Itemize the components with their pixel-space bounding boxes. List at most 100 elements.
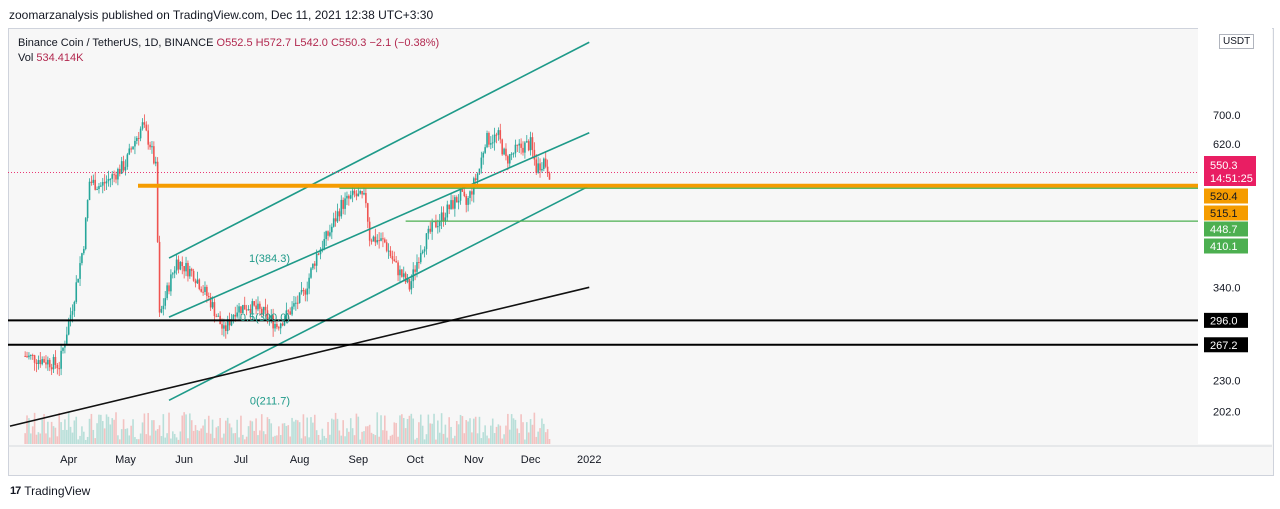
candle-body xyxy=(342,199,344,209)
candle-body xyxy=(427,228,430,234)
volume-bar xyxy=(319,439,322,444)
candle-body xyxy=(308,277,310,289)
chart-frame[interactable] xyxy=(8,28,1274,476)
candle-body xyxy=(312,263,314,269)
candle-body xyxy=(75,282,78,302)
volume-bar xyxy=(73,420,76,444)
candle-body xyxy=(274,323,276,329)
volume-bar xyxy=(240,415,242,444)
candle-body xyxy=(194,280,197,284)
volume-bar xyxy=(340,435,343,444)
volume-bar xyxy=(185,414,187,444)
candle-body xyxy=(41,359,43,365)
candle-body xyxy=(313,263,316,266)
candle-body xyxy=(28,355,30,358)
candle-body xyxy=(478,168,481,174)
volume-bar xyxy=(259,430,261,444)
price-chart[interactable]: 700.0620.0340.0230.0202.09AprMayJunJulAu… xyxy=(8,28,1272,474)
candle-body xyxy=(296,302,299,304)
volume-bar xyxy=(387,439,390,444)
candle-body xyxy=(207,296,210,298)
volume-bar xyxy=(469,418,471,444)
candle-body xyxy=(442,212,445,221)
x-tick-label: Oct xyxy=(407,454,424,466)
volume-bar xyxy=(192,430,195,444)
candle-body xyxy=(535,159,538,173)
candle-body xyxy=(251,301,254,314)
volume-bar xyxy=(412,418,415,444)
volume-bar xyxy=(482,432,485,444)
candle-body xyxy=(177,259,180,270)
volume-bar xyxy=(226,417,229,444)
volume-bar xyxy=(90,413,93,444)
candle-body xyxy=(149,144,151,148)
volume-bar xyxy=(41,418,43,444)
volume-bar xyxy=(92,429,95,444)
candle-body xyxy=(501,139,503,155)
volume-bar xyxy=(48,437,51,444)
volume-bar xyxy=(130,425,132,444)
candle-body xyxy=(385,242,388,251)
footer-brand[interactable]: 17 TradingView xyxy=(10,484,90,498)
volume-bar xyxy=(33,412,36,444)
volume-bar xyxy=(399,415,401,444)
candle-body xyxy=(262,306,265,314)
volume-bar xyxy=(349,418,352,444)
volume-bar xyxy=(444,424,447,444)
candle-body xyxy=(410,281,413,290)
volume-bar xyxy=(535,436,538,444)
candle-body xyxy=(323,239,326,249)
candle-body xyxy=(455,197,458,203)
volume-bar xyxy=(171,431,174,444)
candle-body xyxy=(164,298,167,306)
candle-body xyxy=(120,161,123,174)
volume-bar xyxy=(370,432,373,444)
volume-bar xyxy=(232,433,235,444)
candle-body xyxy=(45,362,47,365)
volume-bar xyxy=(101,421,104,444)
volume-bar xyxy=(168,412,170,444)
candle-body xyxy=(355,193,358,197)
candle-body xyxy=(548,173,551,180)
candle-body xyxy=(26,356,28,358)
candle-body xyxy=(175,259,178,271)
candle-body xyxy=(541,168,543,171)
candle-body xyxy=(270,315,273,318)
volume-bar xyxy=(52,426,55,444)
candle-body xyxy=(255,305,257,310)
level-badge: 296.0 xyxy=(1210,315,1238,327)
volume-bar xyxy=(484,425,486,444)
candle-body xyxy=(202,291,204,293)
candle-body xyxy=(247,309,250,311)
candle-body xyxy=(56,364,59,369)
candle-body xyxy=(334,218,337,222)
symbol-title: Binance Coin / TetherUS, 1D, BINANCE xyxy=(18,37,214,49)
candle-body xyxy=(111,174,114,179)
volume-bar xyxy=(64,419,66,444)
candle-body xyxy=(353,190,356,194)
volume-bar xyxy=(372,434,375,444)
candle-body xyxy=(365,192,367,204)
volume-bar xyxy=(164,437,167,444)
candle-body xyxy=(60,350,62,369)
volume-bar xyxy=(257,435,259,444)
candle-body xyxy=(137,137,140,139)
volume-bar xyxy=(274,435,276,444)
candle-body xyxy=(185,263,187,272)
volume-bar xyxy=(421,425,424,444)
candle-body xyxy=(446,204,449,218)
volume-bar xyxy=(118,439,121,444)
volume-bar xyxy=(69,426,72,444)
candle-body xyxy=(393,259,396,262)
volume-bar xyxy=(544,432,547,444)
level-badge: 515.1 xyxy=(1210,208,1238,220)
volume-bar xyxy=(179,431,182,444)
candle-body xyxy=(156,161,159,242)
candle-body xyxy=(132,146,134,150)
candle-body xyxy=(211,302,214,308)
volume-bar xyxy=(533,412,536,444)
volume-bar xyxy=(109,424,112,444)
candle-body xyxy=(395,261,397,263)
candle-body xyxy=(444,217,447,221)
currency-unit-button[interactable]: USDT xyxy=(1219,34,1255,49)
